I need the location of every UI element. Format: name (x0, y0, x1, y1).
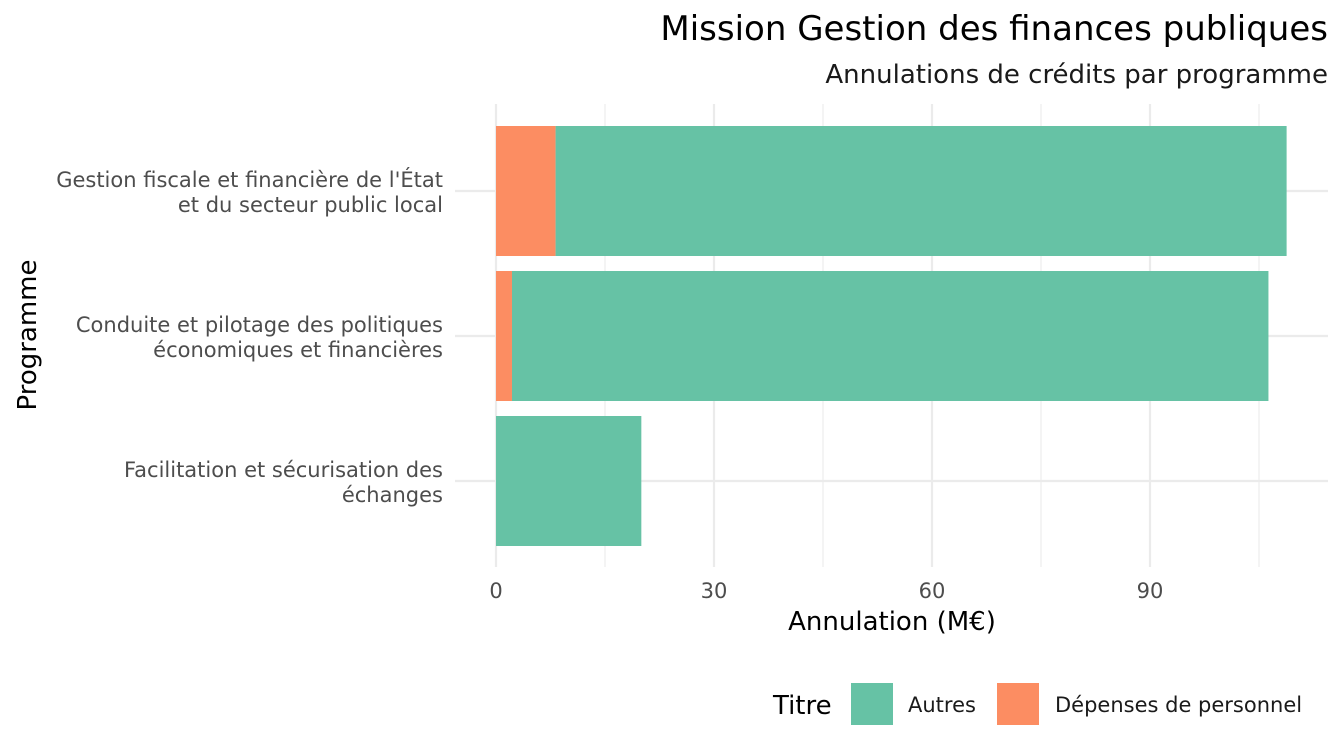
x-tick-label: 60 (919, 579, 946, 603)
legend-title: Titre (772, 691, 832, 721)
y-axis-title: Programme (13, 259, 43, 410)
y-category-label: échanges (342, 483, 443, 507)
x-axis-title: Annulation (M€) (788, 607, 996, 637)
bar-segment (496, 416, 642, 546)
x-tick-label: 0 (489, 579, 502, 603)
x-tick-label: 30 (701, 579, 728, 603)
legend-label: Autres (908, 693, 976, 717)
bar-segment (555, 126, 1287, 256)
legend: Titre Autres Dépenses de personnel (772, 683, 1302, 725)
legend-key (851, 683, 893, 725)
legend-label: Dépenses de personnel (1055, 693, 1302, 717)
x-axis-ticks: 0 30 60 90 (489, 579, 1163, 603)
y-category-label: et du secteur public local (178, 193, 443, 217)
x-tick-label: 90 (1137, 579, 1164, 603)
y-axis-category-labels: Gestion fiscale et financière de l'Étate… (56, 167, 443, 507)
bars (496, 126, 1287, 546)
legend-key (997, 683, 1039, 725)
y-category-label: Gestion fiscale et financière de l'État (56, 167, 443, 192)
y-category-label: Facilitation et sécurisation des (124, 458, 443, 482)
chart-title: Mission Gestion des finances publiques (660, 9, 1328, 49)
bar-segment (496, 271, 512, 401)
y-category-label: Conduite et pilotage des politiques (76, 313, 443, 337)
y-category-label: économiques et financières (153, 338, 443, 362)
chart-subtitle: Annulations de crédits par programme (825, 60, 1328, 90)
bar-segment (511, 271, 1269, 401)
bar-segment (496, 126, 556, 256)
